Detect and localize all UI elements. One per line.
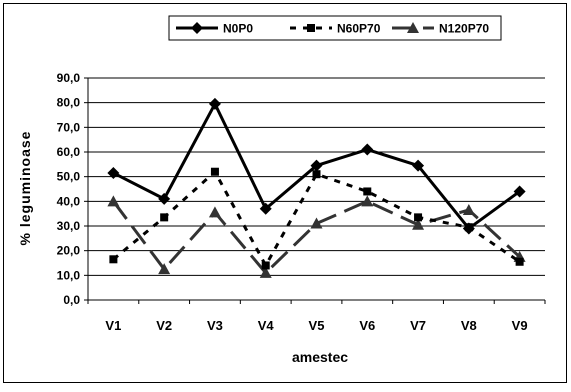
y-tick-label: 0,0 — [63, 293, 80, 307]
x-tick-label: V6 — [359, 318, 375, 333]
data-point — [259, 266, 272, 278]
data-point — [208, 206, 221, 218]
legend-box — [168, 15, 502, 41]
data-point — [208, 97, 221, 110]
legend-label: N0P0 — [223, 22, 253, 36]
x-tick-label: V9 — [512, 318, 528, 333]
legend-entry: N0P0 — [176, 22, 253, 36]
y-tick-label: 50,0 — [57, 170, 81, 184]
series-n0p0 — [107, 97, 526, 235]
x-axis-title: amestec — [292, 349, 348, 365]
y-tick-label: 60,0 — [57, 145, 81, 159]
data-point — [210, 167, 219, 176]
x-axis: V1 V2 V3 V4 V5 V6 V7 V8 V9 — [87, 299, 546, 333]
series-n120p70 — [107, 195, 526, 278]
data-point — [515, 257, 524, 266]
data-point — [363, 187, 372, 196]
data-point — [107, 195, 120, 207]
data-point — [462, 203, 475, 215]
data-point — [158, 263, 171, 275]
x-tick-label: V8 — [461, 318, 477, 333]
data-point — [160, 213, 169, 222]
data-point — [412, 159, 425, 172]
x-tick-label: V7 — [410, 318, 426, 333]
x-tick-label: V1 — [105, 318, 121, 333]
data-point — [310, 159, 323, 172]
y-tick-label: 80,0 — [57, 96, 81, 110]
y-tick-label: 90,0 — [57, 71, 81, 85]
x-tick-label: V3 — [207, 318, 223, 333]
legend-swatch-marker — [407, 22, 419, 33]
x-tick-label: V5 — [309, 318, 325, 333]
y-tick-label: 10,0 — [57, 268, 81, 282]
legend-label: N60P70 — [337, 22, 381, 36]
data-point — [259, 202, 272, 215]
data-point — [158, 192, 171, 205]
data-point — [513, 185, 526, 198]
data-point — [412, 218, 425, 230]
data-point — [109, 255, 118, 264]
series-layer — [107, 97, 526, 278]
data-point — [261, 261, 270, 270]
legend-label: N120P70 — [439, 22, 489, 36]
legend-swatch-marker — [191, 22, 203, 34]
y-tick-label: 30,0 — [57, 219, 81, 233]
y-tick-label: 40,0 — [57, 194, 81, 208]
data-point — [361, 143, 374, 156]
data-point — [414, 213, 423, 222]
y-tick-label: 20,0 — [57, 244, 81, 258]
data-point — [462, 222, 475, 235]
data-point — [361, 195, 374, 207]
y-axis-title: % leguminoase — [17, 131, 33, 246]
x-tick-label: V2 — [156, 318, 172, 333]
legend-swatch-marker — [307, 24, 315, 32]
data-point — [310, 217, 323, 229]
data-point — [312, 170, 321, 179]
legend: N0P0 N60P70 N120P70 — [168, 15, 502, 41]
legend-entry: N60P70 — [290, 22, 381, 36]
x-tick-label: V4 — [258, 318, 275, 333]
data-point — [107, 166, 120, 179]
y-tick-label: 70,0 — [57, 120, 81, 134]
y-axis: 0,0 10,0 20,0 30,0 40,0 50,0 60,0 70,0 80,0 90,0 — [57, 71, 89, 307]
legend-entry: N120P70 — [392, 22, 489, 36]
